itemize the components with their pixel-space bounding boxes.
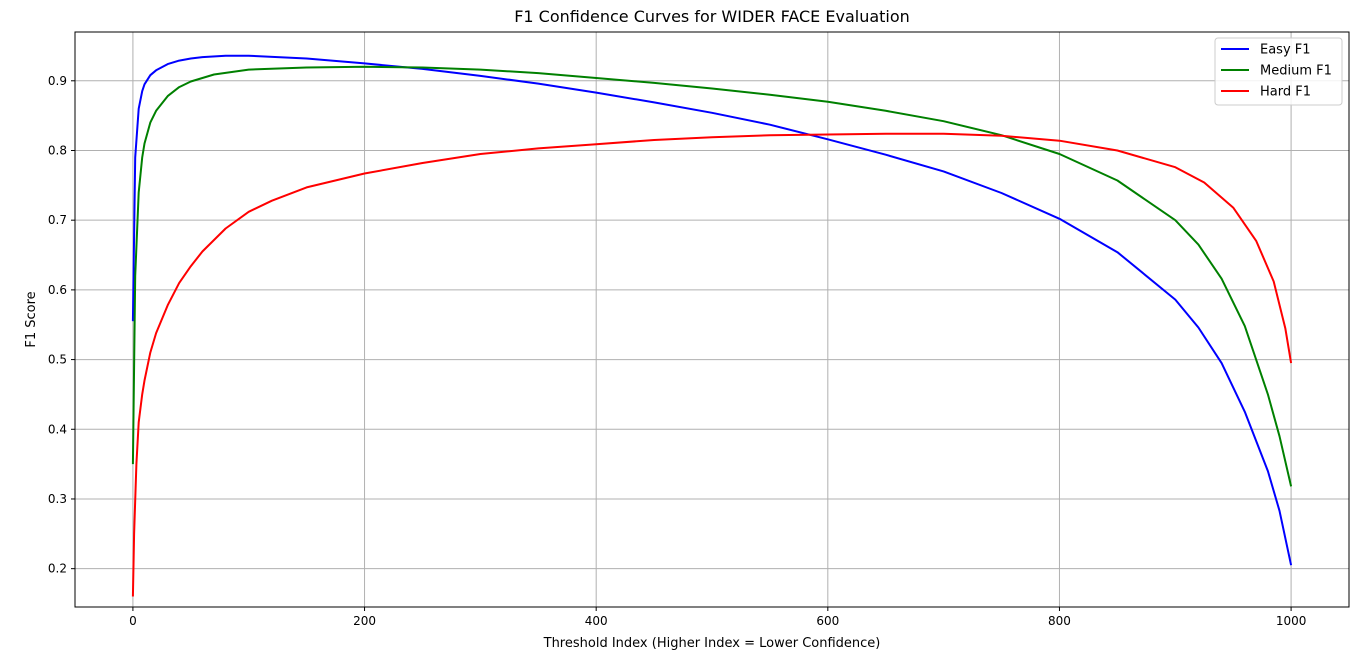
x-tick-label: 800 <box>1048 614 1071 628</box>
legend-label-hard-f1: Hard F1 <box>1260 85 1311 100</box>
series-layer <box>131 54 1293 597</box>
y-axis: 0.2 0.3 0.4 0.5 0.6 0.7 0.8 0.9 <box>48 74 75 576</box>
x-axis-label: Threshold Index (Higher Index = Lower Co… <box>543 636 881 651</box>
x-tick-label: 1000 <box>1276 614 1307 628</box>
legend: Easy F1 Medium F1 Hard F1 <box>1214 37 1343 106</box>
x-tick-label: 0 <box>129 614 137 628</box>
y-tick-label: 0.9 <box>48 74 67 88</box>
x-tick-label: 400 <box>585 614 608 628</box>
series-line-medium-f1 <box>131 65 1293 487</box>
y-tick-label: 0.4 <box>48 422 67 436</box>
y-tick-label: 0.5 <box>48 353 67 367</box>
legend-box <box>1214 37 1343 106</box>
plot-frame <box>74 31 1350 608</box>
y-axis-label: F1 Score <box>24 291 39 347</box>
x-tick-label: 600 <box>816 614 839 628</box>
grid <box>75 32 1349 607</box>
series-line-easy-f1 <box>131 54 1293 566</box>
y-tick-label: 0.3 <box>48 492 67 506</box>
series-line-hard-f1 <box>131 132 1293 597</box>
chart-title: F1 Confidence Curves for WIDER FACE Eval… <box>514 7 910 26</box>
legend-label-easy-f1: Easy F1 <box>1260 43 1311 58</box>
y-tick-label: 0.2 <box>48 562 67 576</box>
x-axis: 0 200 400 600 800 1000 <box>129 607 1306 628</box>
y-tick-label: 0.8 <box>48 143 67 157</box>
legend-label-medium-f1: Medium F1 <box>1260 64 1332 79</box>
x-tick-label: 200 <box>353 614 376 628</box>
y-tick-label: 0.7 <box>48 213 67 227</box>
y-tick-label: 0.6 <box>48 283 67 297</box>
